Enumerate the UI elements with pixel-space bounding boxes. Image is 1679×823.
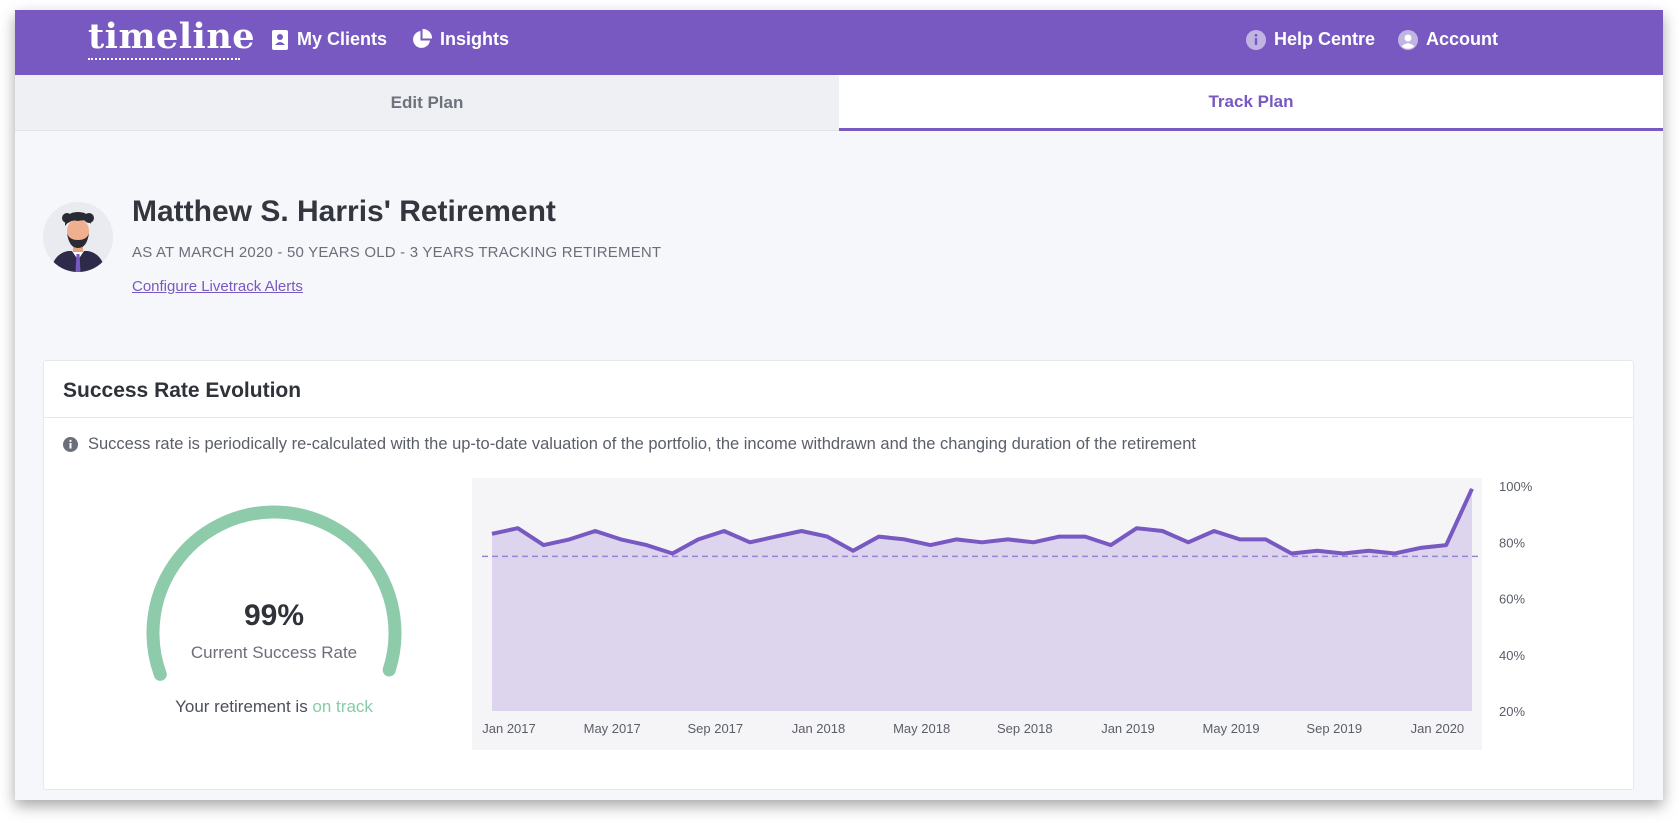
nav-account-label: Account	[1426, 29, 1498, 49]
x-tick-label: Jan 2018	[792, 721, 846, 736]
gauge-label: Current Success Rate	[190, 643, 358, 662]
logo-underline	[88, 58, 240, 60]
tab-track-plan[interactable]: Track Plan	[839, 75, 1663, 131]
address-book-icon	[272, 29, 288, 50]
x-tick-label: May 2018	[893, 721, 950, 736]
client-meta: AS AT MARCH 2020 - 50 YEARS OLD - 3 YEAR…	[132, 244, 662, 261]
info-circle-icon	[63, 437, 78, 452]
nav-help-centre[interactable]: Help Centre	[1246, 29, 1375, 50]
gauge-value: 99%	[243, 599, 305, 632]
x-tick-label: Jan 2017	[482, 721, 536, 736]
y-tick-label: 60%	[1499, 592, 1525, 607]
card-title: Success Rate Evolution	[63, 379, 302, 402]
app-window: timeline My Clients Insights Help C	[15, 10, 1663, 800]
x-tick-label: Sep 2019	[1306, 721, 1362, 736]
success-rate-card: Success Rate Evolution Success rate is p…	[43, 360, 1634, 790]
gauge-arc	[146, 505, 402, 681]
y-tick-label: 80%	[1499, 535, 1525, 550]
tab-edit-plan[interactable]: Edit Plan	[15, 75, 839, 131]
status-prefix: Your retirement is	[175, 697, 313, 716]
success-rate-line	[491, 487, 1474, 556]
client-avatar-illustration	[43, 202, 113, 272]
page-title: Matthew S. Harris' Retirement	[132, 195, 556, 228]
x-tick-label: May 2017	[584, 721, 641, 736]
nav-my-clients-label: My Clients	[297, 29, 388, 49]
x-tick-label: Jan 2019	[1101, 721, 1155, 736]
top-navbar: timeline My Clients Insights Help C	[15, 10, 1663, 75]
retirement-status: Your retirement is on track	[124, 697, 424, 717]
info-text: Success rate is periodically re-calculat…	[88, 435, 1196, 453]
nav-my-clients[interactable]: My Clients	[271, 29, 387, 50]
card-header: Success Rate Evolution	[44, 361, 1633, 418]
user-circle-icon	[1398, 29, 1418, 50]
nav-insights[interactable]: Insights	[411, 29, 509, 50]
y-tick-label: 20%	[1499, 704, 1525, 719]
pie-chart-icon	[413, 29, 432, 48]
success-rate-area	[492, 488, 1472, 711]
x-tick-label: Sep 2017	[687, 721, 743, 736]
avatar	[43, 202, 113, 272]
success-rate-chart: Jan 2017 May 2017 Sep 2017 Jan 2018 May 2018…	[472, 478, 1533, 750]
nav-help-centre-label: Help Centre	[1274, 29, 1376, 49]
configure-alerts-link[interactable]: Configure Livetrack Alerts	[132, 278, 303, 295]
success-gauge	[146, 505, 402, 681]
x-tick-label: May 2019	[1203, 721, 1260, 736]
nav-account[interactable]: Account	[1398, 29, 1498, 50]
info-note: Success rate is periodically re-calculat…	[63, 435, 1196, 454]
y-tick-label: 100%	[1499, 479, 1533, 494]
timeline-logo[interactable]: timeline	[88, 16, 256, 57]
y-tick-label: 40%	[1499, 648, 1525, 663]
x-tick-label: Jan 2020	[1411, 721, 1465, 736]
info-icon	[1246, 29, 1266, 50]
x-tick-label: Sep 2018	[997, 721, 1053, 736]
plan-tabs: Edit Plan Track Plan	[15, 75, 1663, 131]
status-badge: on track	[312, 697, 373, 716]
nav-insights-label: Insights	[440, 29, 510, 49]
